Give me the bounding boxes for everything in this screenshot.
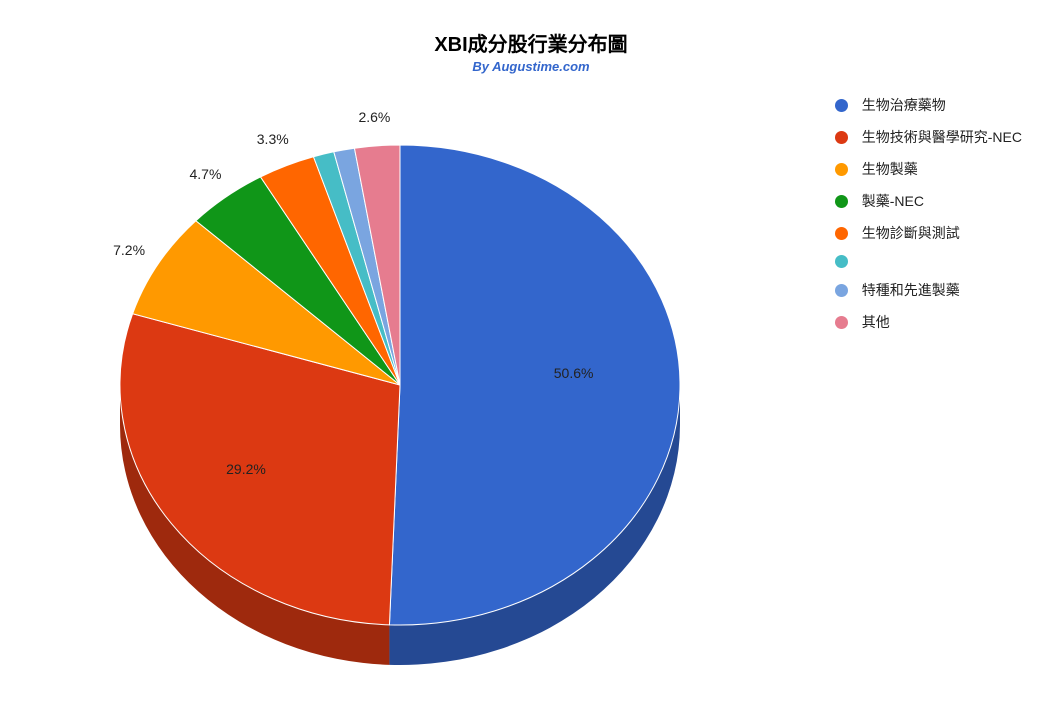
legend-item: 生物治療藥物	[835, 95, 1022, 115]
legend-item: 生物製藥	[835, 159, 1022, 179]
legend-swatch	[835, 99, 848, 112]
legend-item: 生物技術與醫學研究-NEC	[835, 127, 1022, 147]
legend-swatch	[835, 195, 848, 208]
slice-pct-label: 50.6%	[554, 365, 594, 381]
legend-item: 特種和先進製藥	[835, 280, 1022, 300]
legend-label: 其他	[862, 312, 890, 332]
legend-swatch	[835, 131, 848, 144]
legend-label: 生物技術與醫學研究-NEC	[862, 127, 1022, 147]
legend-item	[835, 255, 1022, 268]
slice-pct-label: 7.2%	[113, 242, 145, 258]
legend-label: 製藥-NEC	[862, 191, 924, 211]
legend: 生物治療藥物生物技術與醫學研究-NEC 生物製藥製藥-NEC 生物診斷與測試特種和先…	[835, 95, 1022, 344]
slice-pct-label: 2.6%	[358, 109, 390, 125]
legend-item: 生物診斷與測試	[835, 223, 1022, 243]
legend-item: 其他	[835, 312, 1022, 332]
slice-pct-label: 29.2%	[226, 461, 266, 477]
legend-swatch	[835, 163, 848, 176]
legend-swatch	[835, 255, 848, 268]
legend-swatch	[835, 316, 848, 329]
slice-pct-label: 4.7%	[189, 166, 221, 182]
legend-label: 生物治療藥物	[862, 95, 946, 115]
legend-label: 生物診斷與測試	[862, 223, 960, 243]
legend-label: 特種和先進製藥	[862, 280, 960, 300]
slice-pct-label: 3.3%	[257, 131, 289, 147]
legend-swatch	[835, 284, 848, 297]
legend-swatch	[835, 227, 848, 240]
chart-container: XBI成分股行業分布圖 By Augustime.com 50.6%29.2%7…	[0, 0, 1062, 717]
legend-item: 製藥-NEC	[835, 191, 1022, 211]
legend-label: 生物製藥	[862, 159, 918, 179]
